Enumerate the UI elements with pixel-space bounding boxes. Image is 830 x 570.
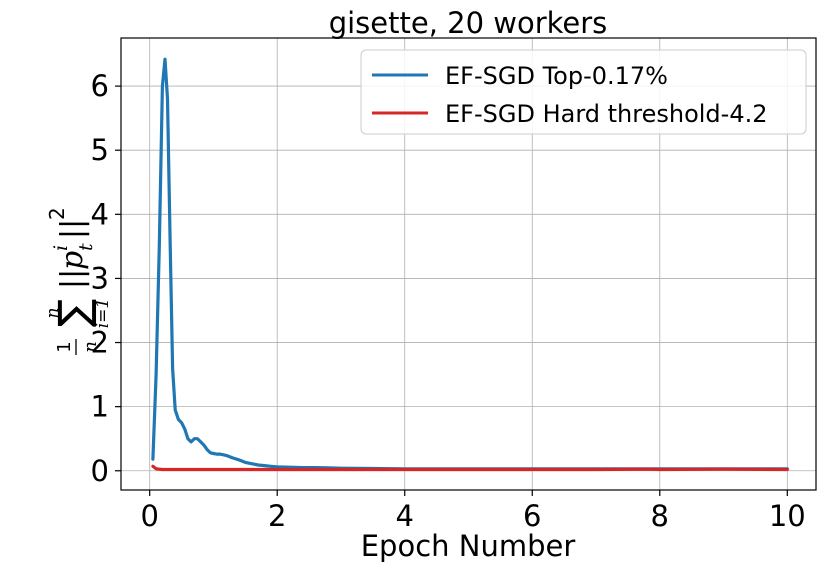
plot-frame xyxy=(120,37,817,491)
y-axis-label: 1 n n ∑ i=1 || p t i || 2 xyxy=(43,207,113,355)
x-tick-label: 4 xyxy=(396,499,414,533)
svg-text:t: t xyxy=(75,243,97,251)
y-tick-label: 0 xyxy=(91,454,109,488)
y-tick-label: 3 xyxy=(91,261,109,295)
chart-title: gisette, 20 workers xyxy=(329,6,608,40)
series-layer xyxy=(151,57,789,472)
svg-text:||: || xyxy=(55,269,90,289)
x-tick-label: 2 xyxy=(268,499,286,533)
y-tick-label: 6 xyxy=(91,69,109,103)
svg-text:i: i xyxy=(50,245,72,251)
svg-text:||: || xyxy=(55,219,90,239)
y-tick-label: 4 xyxy=(91,197,109,231)
legend-label-hard-threshold: EF-SGD Hard threshold-4.2 xyxy=(445,100,768,128)
svg-text:n: n xyxy=(43,308,63,319)
svg-text:n: n xyxy=(80,341,101,353)
y-tick-label: 5 xyxy=(91,133,109,167)
series-hard-threshold-line xyxy=(151,464,789,472)
x-tick-label: 8 xyxy=(651,499,669,533)
x-axis-label: Epoch Number xyxy=(361,529,576,563)
svg-text:1: 1 xyxy=(54,341,75,352)
y-tick-label: 2 xyxy=(91,326,109,360)
x-tick-label: 6 xyxy=(523,499,541,533)
legend-label-top-k: EF-SGD Top-0.17% xyxy=(445,62,668,90)
y-tick-label: 1 xyxy=(91,390,109,424)
x-tick-label: 0 xyxy=(140,499,158,533)
svg-text:i=1: i=1 xyxy=(93,298,113,329)
legend: EF-SGD Top-0.17% EF-SGD Hard threshold-4… xyxy=(360,49,807,135)
svg-text:∑: ∑ xyxy=(49,299,98,327)
svg-text:2: 2 xyxy=(45,207,69,220)
ticks: 0 2 4 6 8 10 0 1 2 3 4 5 6 xyxy=(91,69,806,533)
svg-text:p: p xyxy=(55,251,90,270)
x-tick-label: 10 xyxy=(769,499,806,533)
